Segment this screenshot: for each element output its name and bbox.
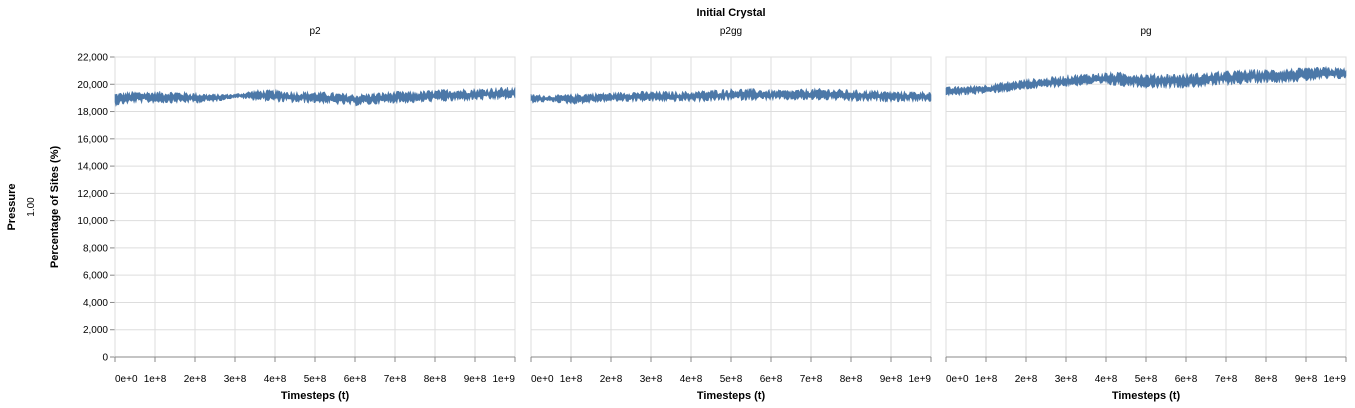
x-tick-label: 0e+0 <box>115 374 138 385</box>
x-tick-label: 3e+8 <box>224 374 247 385</box>
y-tick-label: 16,000 <box>77 134 108 145</box>
x-tick-label: 7e+8 <box>384 374 407 385</box>
x-tick-label: 8e+8 <box>840 374 863 385</box>
y-tick-label: 2,000 <box>83 325 108 336</box>
y-tick-label: 8,000 <box>83 243 108 254</box>
facet-title: p2 <box>309 26 321 37</box>
y-tick-label: 4,000 <box>83 298 108 309</box>
y-tick-label: 18,000 <box>77 107 108 118</box>
facet-panel-pg: pg 0e+0 1e+8 2e+8 3e+8 4e+8 5e+8 6e+8 7e+8 8e+8 9e… <box>945 26 1347 402</box>
x-tick-label: 8e+8 <box>1255 374 1278 385</box>
x-tick-label: 1e+9 <box>1323 374 1346 385</box>
x-tick-label: 7e+8 <box>1215 374 1238 385</box>
facet-panel-p2: p2 0e+0 1e+8 2e+8 3e+8 4e+8 5e+8 6e+8 7e+8 8e+8 9e… <box>114 26 516 402</box>
x-tick-label: 6e+8 <box>760 374 783 385</box>
x-axis-label: Timesteps (t) <box>281 390 350 402</box>
x-tick-label: 6e+8 <box>1175 374 1198 385</box>
facet-panel-p2gg: p2gg 0e+0 1e+8 2e+8 3e+8 4e+8 5e+8 6e+8 7e+8 8e+8… <box>530 26 932 402</box>
x-axis-label: Timesteps (t) <box>1112 390 1181 402</box>
facet-title: p2gg <box>720 26 742 37</box>
row-facet-value: 1.00 <box>26 197 37 217</box>
x-tick-label: 5e+8 <box>720 374 743 385</box>
x-tick-label: 5e+8 <box>1135 374 1158 385</box>
x-tick-label: 2e+8 <box>600 374 623 385</box>
series-area-p2 <box>114 86 516 107</box>
facet-panels: p2 0e+0 1e+8 2e+8 3e+8 4e+8 5e+8 6e+8 7e+8 8e+8 9e… <box>114 26 1347 402</box>
y-tick-label: 20,000 <box>77 80 108 91</box>
x-tick-label: 0e+0 <box>531 374 554 385</box>
x-tick-label: 6e+8 <box>344 374 367 385</box>
x-axis-label: Timesteps (t) <box>697 390 766 402</box>
x-tick-label: 4e+8 <box>264 374 287 385</box>
x-tick-label: 3e+8 <box>640 374 663 385</box>
x-tick-label: 1e+8 <box>560 374 583 385</box>
x-tick-label: 8e+8 <box>424 374 447 385</box>
series-area-p2gg <box>530 87 932 105</box>
x-tick-label: 5e+8 <box>304 374 327 385</box>
row-facet-title: Pressure <box>6 183 18 230</box>
x-tick-label: 1e+9 <box>908 374 931 385</box>
y-axis: 0 2,000 4,000 6,000 8,000 10,000 12,000 14,000 1… <box>77 53 116 364</box>
x-tick-label: 7e+8 <box>800 374 823 385</box>
x-tick-label: 9e+8 <box>464 374 487 385</box>
y-tick-label: 12,000 <box>77 189 108 200</box>
y-tick-label: 10,000 <box>77 216 108 227</box>
x-tick-label: 9e+8 <box>880 374 903 385</box>
y-tick-label: 0 <box>102 353 108 364</box>
column-facet-title: Initial Crystal <box>696 7 765 19</box>
y-tick-label: 22,000 <box>77 53 108 64</box>
x-tick-label: 3e+8 <box>1055 374 1078 385</box>
x-tick-label: 2e+8 <box>1015 374 1038 385</box>
y-tick-label: 6,000 <box>83 271 108 282</box>
x-tick-label: 0e+0 <box>946 374 969 385</box>
x-tick-label: 1e+8 <box>144 374 167 385</box>
y-tick-label: 14,000 <box>77 162 108 173</box>
series-area-pg <box>945 65 1347 97</box>
x-tick-label: 4e+8 <box>680 374 703 385</box>
x-tick-label: 1e+9 <box>492 374 515 385</box>
y-axis-label: Percentage of Sites (%) <box>49 146 61 269</box>
x-tick-label: 2e+8 <box>184 374 207 385</box>
facet-title: pg <box>1140 26 1151 37</box>
x-tick-label: 9e+8 <box>1295 374 1318 385</box>
x-tick-label: 1e+8 <box>975 374 998 385</box>
x-tick-label: 4e+8 <box>1095 374 1118 385</box>
